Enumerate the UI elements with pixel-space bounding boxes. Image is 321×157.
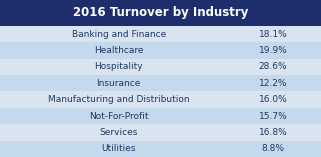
Bar bbox=[0, 91, 321, 108]
Text: 18.1%: 18.1% bbox=[258, 30, 287, 39]
Bar bbox=[0, 59, 321, 75]
Bar bbox=[0, 26, 321, 42]
Bar bbox=[0, 108, 321, 124]
Bar bbox=[0, 124, 321, 141]
Bar bbox=[0, 0, 321, 26]
Bar bbox=[0, 75, 321, 91]
Text: 16.0%: 16.0% bbox=[258, 95, 287, 104]
Text: 2016 Turnover by Industry: 2016 Turnover by Industry bbox=[73, 6, 248, 19]
Bar bbox=[0, 141, 321, 157]
Text: Services: Services bbox=[100, 128, 138, 137]
Text: 16.8%: 16.8% bbox=[258, 128, 287, 137]
Text: Hospitality: Hospitality bbox=[94, 62, 143, 71]
Text: 19.9%: 19.9% bbox=[258, 46, 287, 55]
Text: Utilities: Utilities bbox=[101, 144, 136, 153]
Text: 8.8%: 8.8% bbox=[261, 144, 284, 153]
Text: Banking and Finance: Banking and Finance bbox=[72, 30, 166, 39]
Bar bbox=[0, 42, 321, 59]
Text: Manufacturing and Distribution: Manufacturing and Distribution bbox=[48, 95, 190, 104]
Text: 15.7%: 15.7% bbox=[258, 111, 287, 121]
Text: Healthcare: Healthcare bbox=[94, 46, 143, 55]
Text: 28.6%: 28.6% bbox=[258, 62, 287, 71]
Text: 12.2%: 12.2% bbox=[259, 79, 287, 88]
Text: Not-For-Profit: Not-For-Profit bbox=[89, 111, 149, 121]
Text: Insurance: Insurance bbox=[97, 79, 141, 88]
